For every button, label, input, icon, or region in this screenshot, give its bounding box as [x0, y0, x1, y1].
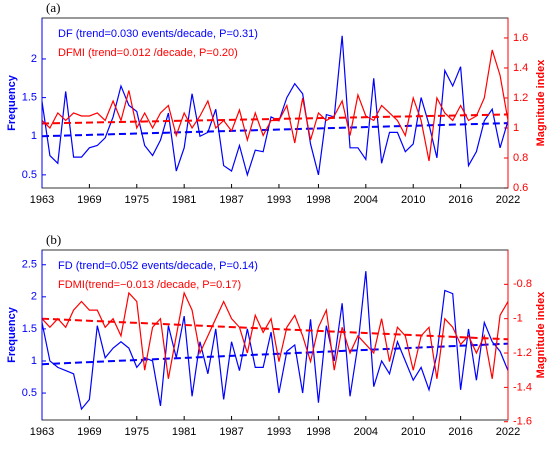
y2-tick-label: -1.4: [513, 381, 532, 393]
y-tick-label: 0.5: [22, 169, 37, 181]
x-tick-label: 1987: [219, 194, 243, 206]
x-tick-label: 1993: [267, 426, 291, 438]
series-line: [41, 271, 509, 411]
x-tick-label: 1963: [30, 426, 54, 438]
y2-tick-label: 1.2: [513, 92, 528, 104]
x-tick-label: 1975: [125, 194, 149, 206]
x-tick-label: 1998: [306, 426, 330, 438]
x-tick-label: 2004: [354, 194, 378, 206]
trend-line: [41, 122, 509, 138]
x-tick-label: 1987: [219, 426, 243, 438]
x-tick-label: 1998: [306, 194, 330, 206]
trend-line: [41, 342, 509, 366]
trend-line: [41, 113, 509, 125]
x-tick-label: 2022: [496, 426, 520, 438]
y2-tick-label: 1.4: [513, 62, 528, 74]
x-tick-label: 1981: [172, 194, 196, 206]
y-tick-label: 2: [31, 53, 37, 65]
legend-entry: DF (trend=0.030 events/decade, P=0.31): [58, 28, 258, 40]
x-tick-label: 1963: [30, 194, 54, 206]
y-tick-label: 1: [31, 355, 37, 367]
y-tick-label: 0.5: [22, 387, 37, 399]
legend-entry: FD (trend=0.052 events/decade, P=0.14): [58, 260, 258, 272]
x-tick-label: 1969: [77, 194, 101, 206]
y2-tick-label: -1.2: [513, 347, 532, 359]
x-tick-label: 2004: [354, 426, 378, 438]
plot-frame: [41, 249, 509, 421]
y2-tick-label: 0.6: [513, 182, 528, 194]
series-line: [41, 49, 509, 162]
x-tick-label: 1975: [125, 426, 149, 438]
x-tick-label: 2016: [448, 194, 472, 206]
x-tick-label: 1981: [172, 426, 196, 438]
y-axis-label: Frequency: [6, 74, 18, 131]
y2-tick-label: 1.6: [513, 32, 528, 44]
y2-tick-label: -0.8: [513, 278, 532, 290]
y-tick-label: 1.5: [22, 91, 37, 103]
y-tick-label: 2.5: [22, 259, 37, 271]
legend-entry: DFMI (trend=0.012 /decade, P=0.20): [58, 47, 238, 59]
legend-entry: FDMI(trend=−0.013 /decade, P=0.17): [58, 279, 241, 291]
y2-tick-label: -1.6: [513, 416, 532, 428]
y2-tick-label: 1: [513, 122, 519, 134]
panel-label: (a): [46, 0, 60, 15]
y2-axis-label: Magnitude index: [535, 291, 547, 379]
y2-tick-label: 0.8: [513, 152, 528, 164]
x-tick-label: 1969: [77, 426, 101, 438]
x-tick-label: 1993: [267, 194, 291, 206]
y2-axis-label: Magnitude index: [535, 59, 547, 147]
panel-label: (b): [46, 232, 61, 247]
x-tick-label: 2010: [401, 194, 425, 206]
y-tick-label: 1.5: [22, 323, 37, 335]
y2-tick-label: -1: [513, 313, 523, 325]
x-tick-label: 2010: [401, 426, 425, 438]
x-tick-label: 2016: [448, 426, 472, 438]
trend-line: [41, 317, 509, 341]
x-tick-label: 2022: [496, 194, 520, 206]
y-tick-label: 1: [31, 130, 37, 142]
y-tick-label: 2: [31, 291, 37, 303]
y-axis-label: Frequency: [6, 306, 18, 363]
